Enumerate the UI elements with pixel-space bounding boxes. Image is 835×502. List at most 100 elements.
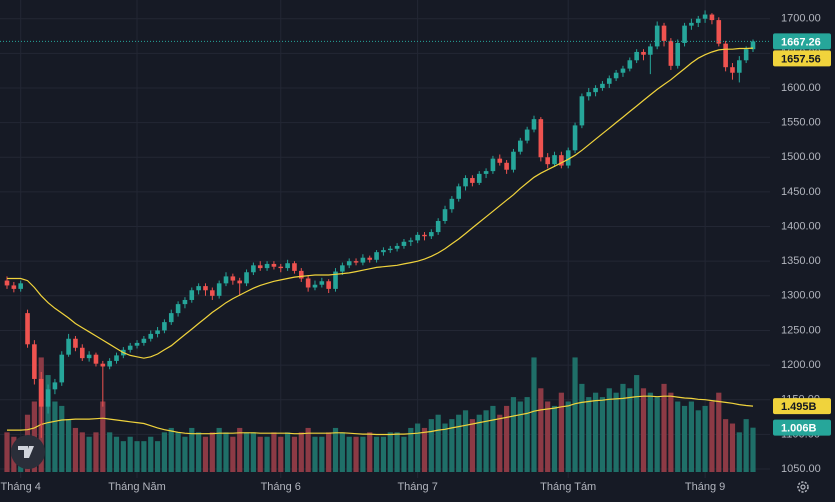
volume-bar bbox=[531, 357, 537, 472]
candle-body bbox=[723, 43, 728, 68]
volume-bar bbox=[661, 383, 667, 472]
volume-bar bbox=[243, 432, 250, 472]
candle-body bbox=[470, 178, 475, 183]
candle-body bbox=[449, 198, 455, 210]
candle-body bbox=[634, 51, 639, 61]
volume-bar bbox=[278, 436, 284, 472]
candle-body bbox=[600, 83, 605, 88]
candle-body bbox=[93, 354, 99, 364]
y-tick-label: 1450.00 bbox=[781, 186, 821, 198]
y-tick-label: 1300.00 bbox=[781, 290, 821, 302]
candle-body bbox=[504, 162, 509, 170]
candle-body bbox=[476, 173, 482, 183]
candle-body bbox=[100, 363, 106, 367]
volume-bar bbox=[606, 388, 612, 472]
volume-bar bbox=[586, 397, 592, 472]
volume-bar bbox=[346, 436, 352, 472]
volume-bar bbox=[435, 414, 441, 472]
candle-body bbox=[251, 265, 256, 273]
candle-body bbox=[586, 92, 592, 97]
candle-body bbox=[606, 78, 612, 84]
volume-bar bbox=[175, 432, 181, 472]
candle-body bbox=[545, 157, 550, 165]
candle-body bbox=[86, 354, 92, 359]
candle-body bbox=[648, 46, 653, 55]
candle-body bbox=[52, 382, 58, 390]
candle-body bbox=[401, 241, 407, 246]
candle-body bbox=[552, 155, 557, 165]
volume-bar bbox=[72, 427, 79, 472]
candle-body bbox=[559, 155, 564, 166]
candle-body bbox=[627, 60, 633, 69]
volume-bar bbox=[599, 397, 606, 472]
candle-body bbox=[422, 234, 427, 237]
candle-body bbox=[538, 119, 544, 158]
candle-body bbox=[285, 263, 290, 269]
candle-body bbox=[45, 389, 51, 407]
volume-bar bbox=[449, 419, 455, 472]
candle-body bbox=[661, 25, 667, 41]
price-ma-line bbox=[7, 47, 754, 359]
volume-bar bbox=[736, 432, 742, 472]
volume-bar bbox=[237, 427, 243, 472]
x-tick-label: Tháng 6 bbox=[261, 481, 301, 493]
volume-bar bbox=[86, 436, 92, 472]
volume-bar bbox=[524, 397, 530, 472]
candle-body bbox=[346, 261, 352, 266]
volume-bar bbox=[517, 401, 523, 472]
candle-body bbox=[230, 276, 236, 281]
candle-body bbox=[32, 344, 37, 379]
candle-body bbox=[66, 338, 71, 355]
candle-body bbox=[613, 72, 619, 79]
candle-body bbox=[620, 68, 626, 73]
candle-body bbox=[524, 129, 530, 141]
candle-body bbox=[244, 272, 249, 284]
volume-bar bbox=[113, 436, 120, 472]
y-tick-label: 1400.00 bbox=[781, 220, 821, 232]
candle-body bbox=[340, 265, 345, 272]
candle-body bbox=[408, 240, 414, 242]
volume-bar bbox=[634, 375, 640, 472]
candle-body bbox=[127, 345, 133, 350]
volume-bar bbox=[640, 388, 647, 472]
volume-bar bbox=[668, 392, 674, 472]
candle-body bbox=[572, 125, 578, 151]
volume-bar bbox=[504, 405, 510, 472]
volume-bar bbox=[332, 427, 339, 472]
candle-body bbox=[497, 158, 503, 163]
settings-icon[interactable] bbox=[797, 481, 809, 493]
volume-badge: 1.006B bbox=[781, 423, 817, 435]
candle-body bbox=[675, 42, 681, 66]
volume-bar bbox=[120, 441, 126, 472]
candle-body bbox=[79, 347, 85, 359]
candle-body bbox=[750, 41, 756, 50]
candle-body bbox=[141, 338, 147, 343]
volume-bar bbox=[305, 427, 311, 472]
volume-bar bbox=[538, 388, 544, 472]
candle-body bbox=[442, 209, 448, 221]
volume-bar bbox=[408, 427, 414, 472]
candle-body bbox=[360, 257, 366, 263]
volume-bar bbox=[647, 392, 653, 472]
ma-badge: 1657.56 bbox=[781, 53, 821, 65]
volume-bar bbox=[312, 436, 318, 472]
candle-body bbox=[59, 354, 65, 383]
volume-bar bbox=[723, 419, 729, 472]
candle-body bbox=[394, 245, 400, 249]
candle-body bbox=[237, 280, 242, 284]
volume-bar bbox=[202, 436, 209, 472]
candle-body bbox=[737, 60, 742, 73]
candle-body bbox=[490, 158, 496, 172]
volume-bar bbox=[415, 423, 421, 472]
candle-body bbox=[668, 40, 674, 66]
volume-bar bbox=[141, 441, 147, 472]
candle-body bbox=[196, 286, 201, 291]
candle-body bbox=[114, 355, 119, 361]
volume-bar bbox=[729, 423, 736, 472]
y-tick-label: 1200.00 bbox=[781, 359, 821, 371]
candle-body bbox=[689, 22, 694, 26]
volume-bar bbox=[127, 436, 133, 472]
volume-bar bbox=[695, 410, 701, 472]
candle-body bbox=[4, 280, 10, 286]
candle-body bbox=[326, 281, 331, 289]
